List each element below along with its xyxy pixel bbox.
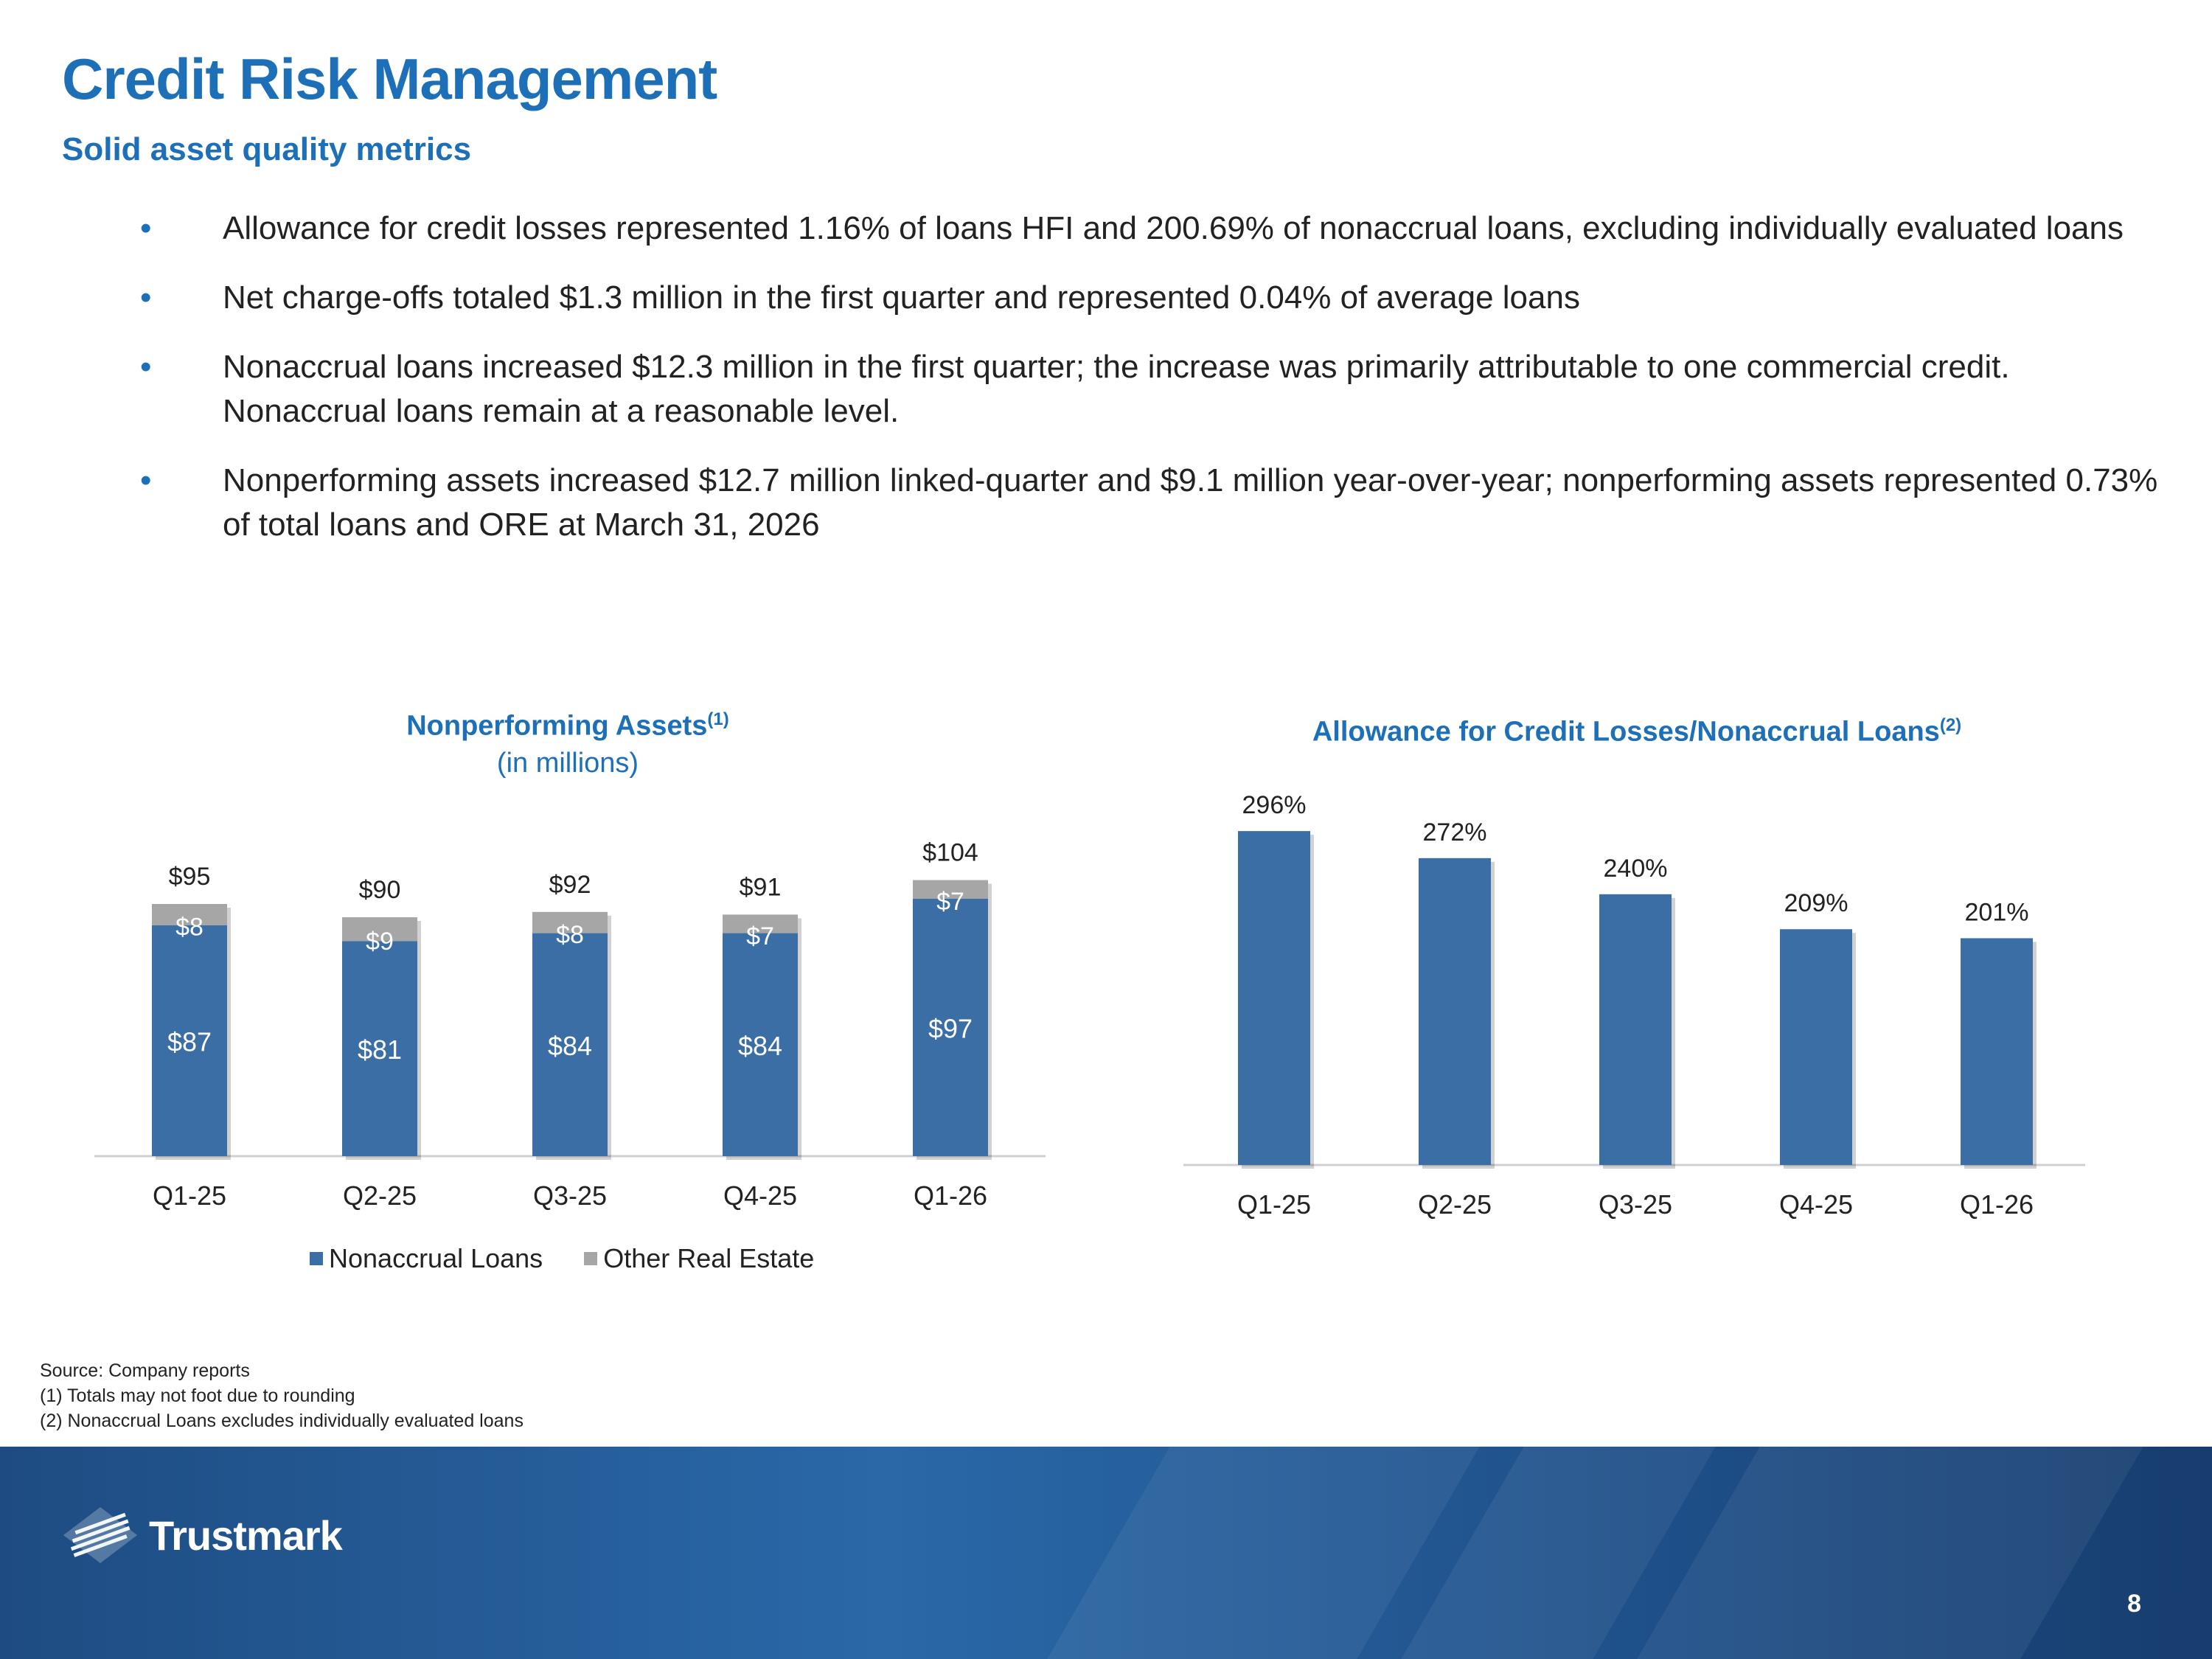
bullet-item: • Nonperforming assets increased $12.7 m…: [140, 459, 2160, 547]
acl-bar: [1419, 858, 1491, 1165]
npa-bar-ore: [723, 914, 798, 933]
page-number: 8: [2127, 1590, 2141, 1618]
acl-bar: [1238, 831, 1310, 1165]
footnote-1: (1) Totals may not foot due to rounding: [40, 1385, 355, 1406]
trustmark-logo-text: Trustmark: [149, 1512, 343, 1559]
acl-value-label: 201%: [1965, 898, 2029, 926]
npa-bar-ore: [152, 904, 227, 925]
npa-label-nonaccrual: $84: [548, 1031, 592, 1061]
npa-bar-ore: [913, 880, 988, 899]
legend-label-ore: Other Real Estate: [603, 1243, 815, 1273]
npa-label-ore: $7: [746, 922, 774, 950]
page-title: Credit Risk Management: [62, 46, 717, 111]
npa-category-label: Q4-25: [723, 1180, 797, 1211]
legend-swatch-ore: [584, 1252, 598, 1265]
acl-category-label: Q2-25: [1418, 1189, 1492, 1220]
acl-bar: [1599, 894, 1672, 1165]
npa-label-nonaccrual: $87: [167, 1026, 212, 1057]
bullet-list: • Allowance for credit losses represente…: [140, 206, 2160, 572]
npa-bar-nonaccrual: [913, 898, 988, 1156]
acl-chart-title: Allowance for Credit Losses/Nonaccrual L…: [1224, 715, 2050, 748]
acl-value-label: 240%: [1604, 855, 1668, 883]
npa-label-ore: $8: [175, 913, 204, 941]
page-subtitle: Solid asset quality metrics: [62, 131, 472, 167]
npa-category-label: Q1-26: [914, 1180, 987, 1211]
npa-chart-title: Nonperforming Assets(1): [273, 709, 863, 742]
acl-category-label: Q3-25: [1599, 1189, 1672, 1220]
npa-label-nonaccrual: $81: [358, 1034, 402, 1065]
npa-category-label: Q3-25: [533, 1180, 607, 1211]
acl-value-label: 209%: [1784, 889, 1848, 917]
npa-chart-title-text: Nonperforming Assets: [406, 710, 708, 742]
acl-bar: [1961, 938, 2033, 1165]
npa-label-ore: $7: [936, 888, 964, 916]
npa-category-label: Q2-25: [343, 1180, 417, 1211]
npa-bar-nonaccrual: [152, 925, 227, 1156]
bullet-item: • Net charge-offs totaled $1.3 million i…: [140, 276, 2160, 320]
legend-item-ore: Other Real Estate: [584, 1243, 814, 1274]
bullet-text: Net charge-offs totaled $1.3 million in …: [223, 279, 1580, 316]
acl-chart-title-sup: (2): [1939, 715, 1962, 735]
npa-bar-nonaccrual: [342, 941, 417, 1156]
npa-chart-legend: Nonaccrual Loans Other Real Estate: [310, 1243, 814, 1274]
npa-chart-title-sup: (1): [707, 709, 729, 729]
npa-bar-nonaccrual: [532, 933, 608, 1156]
npa-total-label: $92: [549, 871, 591, 899]
npa-total-label: $90: [359, 876, 401, 904]
bullet-item: • Allowance for credit losses represente…: [140, 206, 2160, 251]
npa-label-ore: $8: [556, 921, 584, 949]
npa-label-nonaccrual: $97: [928, 1013, 973, 1043]
bullet-text: Nonperforming assets increased $12.7 mil…: [223, 462, 2158, 543]
acl-bar: [1780, 929, 1852, 1165]
acl-value-label: 272%: [1423, 818, 1487, 846]
npa-total-label: $104: [922, 839, 978, 867]
acl-chart-title-text: Allowance for Credit Losses/Nonaccrual L…: [1312, 716, 1940, 748]
bullet-dot-icon: •: [140, 349, 152, 385]
footnote-2: (2) Nonaccrual Loans excludes individual…: [40, 1411, 524, 1431]
npa-label-nonaccrual: $84: [738, 1031, 782, 1061]
acl-category-label: Q1-26: [1960, 1189, 2034, 1220]
bullet-dot-icon: •: [140, 279, 152, 316]
bullet-dot-icon: •: [140, 210, 152, 246]
footer-band: Trustmark 8: [0, 1447, 2212, 1659]
npa-bar-ore: [532, 911, 608, 933]
legend-swatch-nonaccrual: [310, 1252, 323, 1265]
bullet-dot-icon: •: [140, 462, 152, 498]
bullet-text: Allowance for credit losses represented …: [223, 210, 2124, 246]
legend-item-nonaccrual: Nonaccrual Loans: [310, 1243, 543, 1274]
acl-value-label: 296%: [1242, 791, 1307, 819]
bullet-item: • Nonaccrual loans increased $12.3 milli…: [140, 345, 2160, 434]
legend-label-nonaccrual: Nonaccrual Loans: [329, 1243, 543, 1273]
trustmark-logo-icon: [63, 1507, 137, 1563]
npa-total-label: $95: [169, 863, 211, 891]
acl-category-label: Q4-25: [1779, 1189, 1853, 1220]
bullet-text: Nonaccrual loans increased $12.3 million…: [223, 349, 2010, 429]
footnote-source: Source: Company reports: [40, 1360, 250, 1381]
acl-category-label: Q1-25: [1237, 1189, 1311, 1220]
npa-bar-nonaccrual: [723, 933, 798, 1156]
trustmark-logo: Trustmark: [62, 1506, 343, 1565]
npa-chart-subtitle: (in millions): [496, 748, 639, 779]
npa-category-label: Q1-25: [153, 1180, 226, 1211]
npa-label-ore: $9: [366, 928, 394, 956]
npa-bar-ore: [342, 917, 417, 942]
footnotes: Source: Company reports (1) Totals may n…: [40, 1358, 524, 1433]
npa-total-label: $91: [740, 873, 782, 901]
